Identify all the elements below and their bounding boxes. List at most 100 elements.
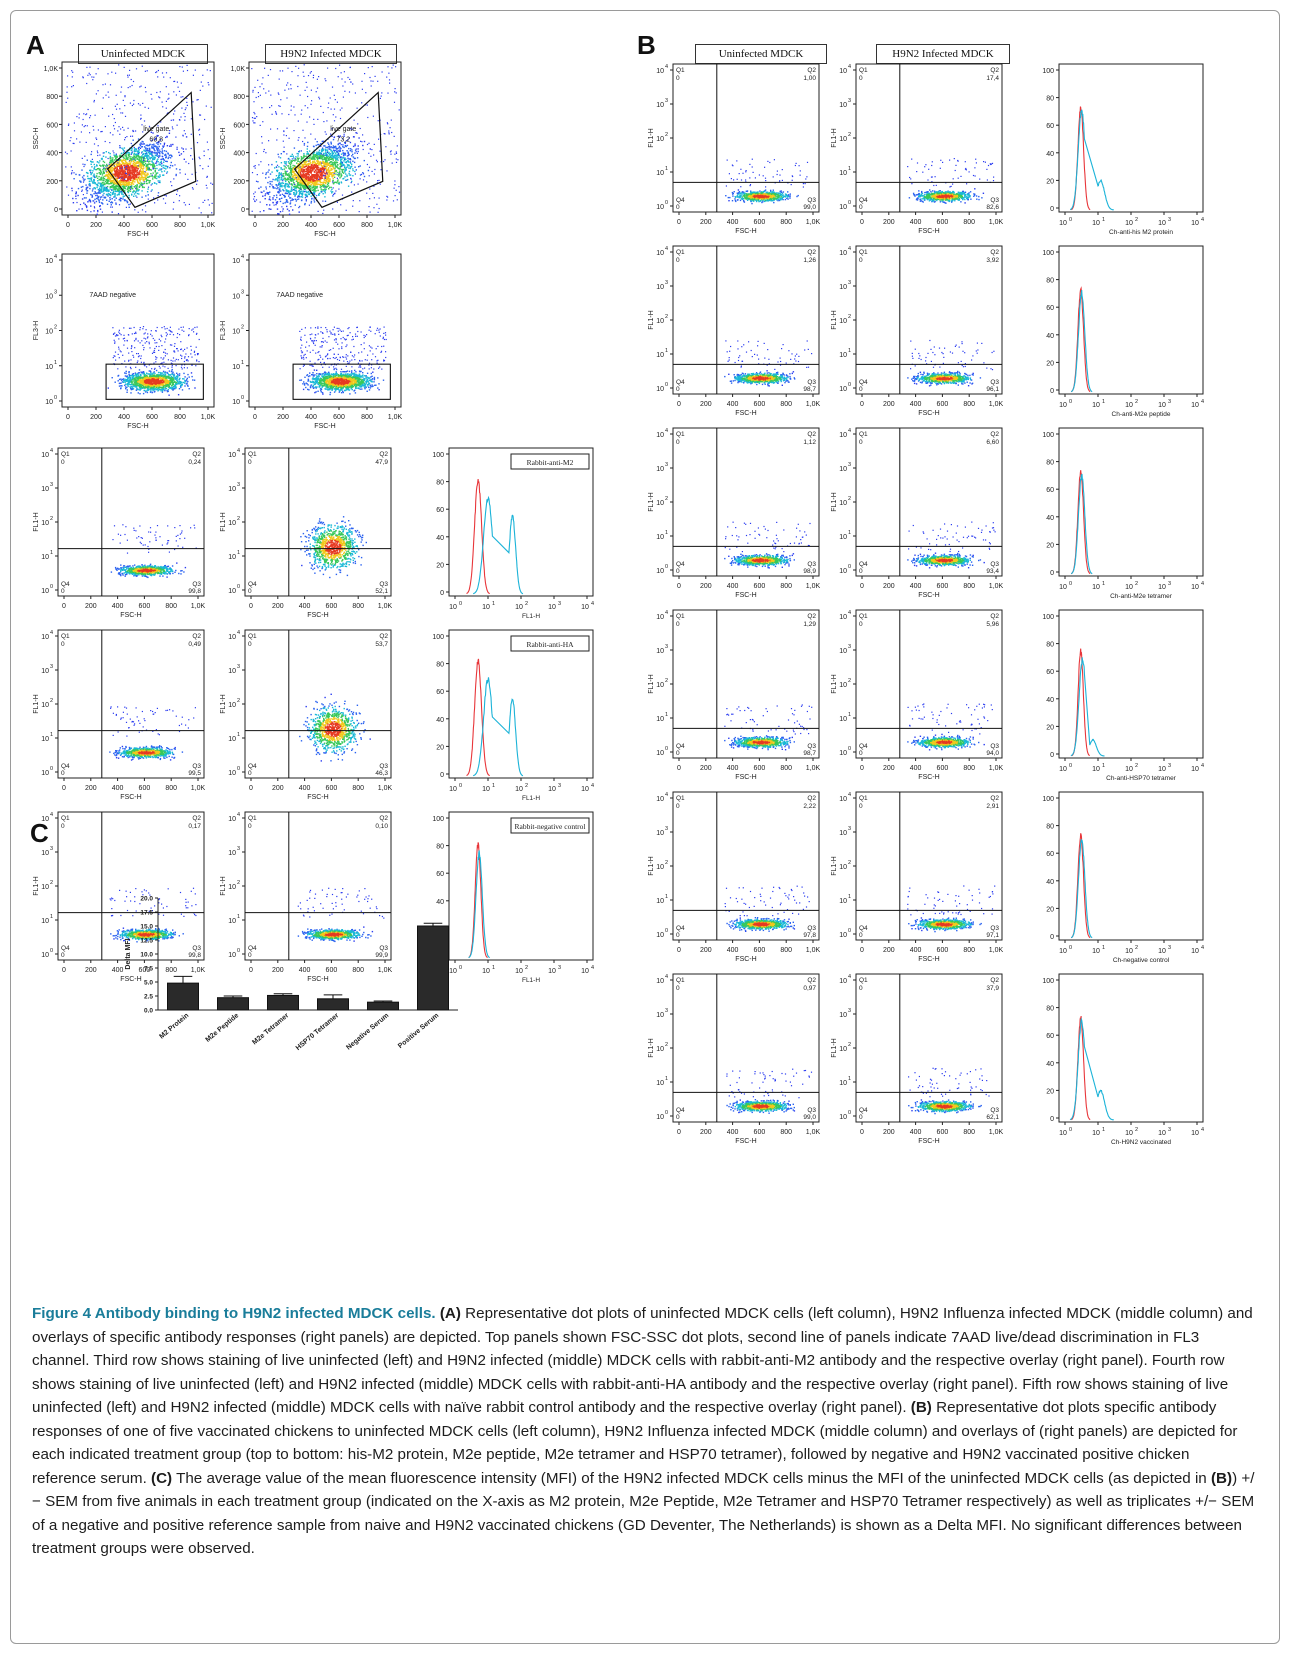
x-tick-label: 10 — [581, 786, 589, 793]
x-tick-label: 10 — [1191, 1130, 1199, 1137]
quad-q2-label: Q2 — [990, 67, 999, 74]
legend-box — [510, 635, 590, 652]
quad-q4-value: 0 — [859, 750, 863, 757]
plot-b-row5-inf-events — [907, 885, 996, 933]
y-tick-label: 80 — [1046, 96, 1054, 103]
quad-q4-value: 0 — [248, 952, 252, 959]
x-tick-exponent: 3 — [1168, 945, 1171, 951]
hist-a-row4: 0 20 40 60 80 100 10 0 10 1 10 2 10 3 10 4 FL1-H Rabbit-a… — [423, 622, 598, 807]
quad-q3-value: 97,8 — [803, 932, 816, 939]
y-tick-label: 10 — [228, 668, 236, 675]
x-tick-exponent: 2 — [525, 783, 528, 789]
y-tick-label: 10 — [839, 250, 847, 257]
x-tick-label: 400 — [727, 947, 739, 954]
y-tick-exponent: 1 — [665, 530, 668, 536]
quad-q2-label: Q2 — [807, 795, 816, 802]
y-tick-exponent: 2 — [665, 496, 668, 502]
plot-b-row6-inf-frame — [855, 973, 1003, 1123]
uninfected-trace — [468, 842, 488, 959]
y-tick-label: 10 — [232, 399, 240, 406]
quad-q4-label: Q4 — [859, 197, 868, 204]
plot-a-fsc-ssc-inf: 0 200 400 600 800 1,0K 0 200 400 600 800 1,0K FSC-H S… — [217, 56, 407, 241]
legend-box — [510, 453, 590, 470]
y-tick-label: 60 — [1046, 487, 1054, 494]
plot-a-fsc-ssc-uninf-svg: 0 200 400 600 800 1,0K 0 200 400 600 800 1,0K FSC-H S… — [33, 61, 216, 238]
y-tick-label: 10 — [45, 293, 53, 300]
y-tick-exponent: 0 — [237, 766, 240, 772]
y-tick-exponent: 3 — [237, 482, 240, 488]
y-tick-label: 10 — [228, 736, 236, 743]
plot-b-row3-uninf-frame — [672, 427, 820, 577]
y-tick-label: 10 — [839, 648, 847, 655]
y-axis-label: FL3-H — [33, 321, 40, 340]
y-tick-exponent: 3 — [848, 1008, 851, 1014]
y-tick-label: 10 — [656, 864, 664, 871]
y-tick-exponent: 1 — [237, 732, 240, 738]
quad-q4-label: Q4 — [859, 561, 868, 568]
uninfected-trace — [1071, 106, 1091, 211]
quad-q4-label: Q4 — [859, 1107, 868, 1114]
y-tick-label: 10 — [656, 796, 664, 803]
plot-b-row6-inf-events — [908, 1067, 990, 1115]
x-tick-label: 0 — [860, 583, 864, 590]
x-tick-label: 600 — [754, 401, 766, 408]
caption-figure-label: Figure 4 Antibody binding to H9N2 infect… — [32, 1305, 436, 1322]
x-tick-exponent: 1 — [1102, 217, 1105, 223]
x-tick-exponent: 3 — [1168, 217, 1171, 223]
x-tick-label: 10 — [515, 786, 523, 793]
quad-q4-label: Q4 — [61, 581, 70, 588]
y-tick-label: 800 — [233, 94, 245, 101]
x-tick-exponent: 3 — [1168, 399, 1171, 405]
y-tick-label: 0 — [1050, 570, 1054, 577]
x-tick-label: 0 — [677, 1129, 681, 1136]
quad-q3-label: Q3 — [379, 581, 388, 588]
y-tick-label: 10 — [41, 918, 49, 925]
y-axis-label: FL1-H — [831, 856, 838, 875]
y-tick-label: 40 — [1046, 151, 1054, 158]
y-tick-label: 0 — [1050, 1116, 1054, 1123]
y-tick-label: 10 — [41, 884, 49, 891]
y-tick-exponent: 0 — [848, 564, 851, 570]
x-tick-label: 10 — [482, 604, 490, 611]
quad-q3-value: 96,1 — [986, 386, 999, 393]
quad-q2-value: 3,92 — [986, 257, 999, 264]
y-tick-label: 20 — [436, 562, 444, 569]
hist-a-row3: 0 20 40 60 80 100 10 0 10 1 10 2 10 3 10 4 FL1-H Rabbit-a… — [423, 440, 598, 625]
y-tick-label: 10 — [41, 634, 49, 641]
bar-5 — [417, 925, 449, 1011]
x-tick-label: 0 — [860, 1129, 864, 1136]
x-tick-label: 400 — [118, 414, 130, 421]
quad-q2-label: Q2 — [807, 431, 816, 438]
quad-q2-label: Q2 — [807, 977, 816, 984]
x-tick-label: 10 — [1125, 220, 1133, 227]
x-tick-label: 10 — [1059, 1130, 1067, 1137]
plot-a-fsc-ssc-inf-svg: 0 200 400 600 800 1,0K 0 200 400 600 800 1,0K FSC-H S… — [220, 61, 403, 238]
bar-0 — [167, 982, 199, 1011]
quad-q3-label: Q3 — [379, 763, 388, 770]
quad-q3-label: Q3 — [990, 925, 999, 932]
y-tick-exponent: 1 — [665, 894, 668, 900]
y-tick-exponent: 2 — [237, 698, 240, 704]
y-tick-label: 80 — [1046, 642, 1054, 649]
x-tick-label: 1,0K — [989, 947, 1004, 954]
x-tick-label: 10 — [1158, 1130, 1166, 1137]
y-tick-label: 17.5 — [140, 910, 153, 917]
x-tick-label: 400 — [727, 219, 739, 226]
x-axis-label: FSC-H — [918, 410, 939, 417]
quad-q1-value: 0 — [859, 803, 863, 810]
x-tick-label: 600 — [139, 785, 151, 792]
y-tick-exponent: 4 — [665, 64, 668, 70]
y-tick-label: 10 — [656, 932, 664, 939]
y-tick-label: 10 — [839, 1046, 847, 1053]
x-tick-label: 400 — [112, 603, 124, 610]
y-tick-label: 10 — [656, 68, 664, 75]
y-tick-exponent: 0 — [54, 395, 57, 401]
x-tick-label: 0 — [860, 401, 864, 408]
x-tick-exponent: 4 — [1201, 763, 1204, 769]
plot-b-row1-inf: 0 200 400 600 800 1,0K 10 0 10 1 10 2 10 3 10 4 FSC-H FL1… — [828, 56, 1004, 241]
plot-b-row1-uninf-events — [725, 158, 809, 205]
quad-q3-value: 93,4 — [986, 568, 999, 575]
x-axis-label: FSC-H — [735, 956, 756, 963]
x-tick-label: 10 — [1191, 402, 1199, 409]
